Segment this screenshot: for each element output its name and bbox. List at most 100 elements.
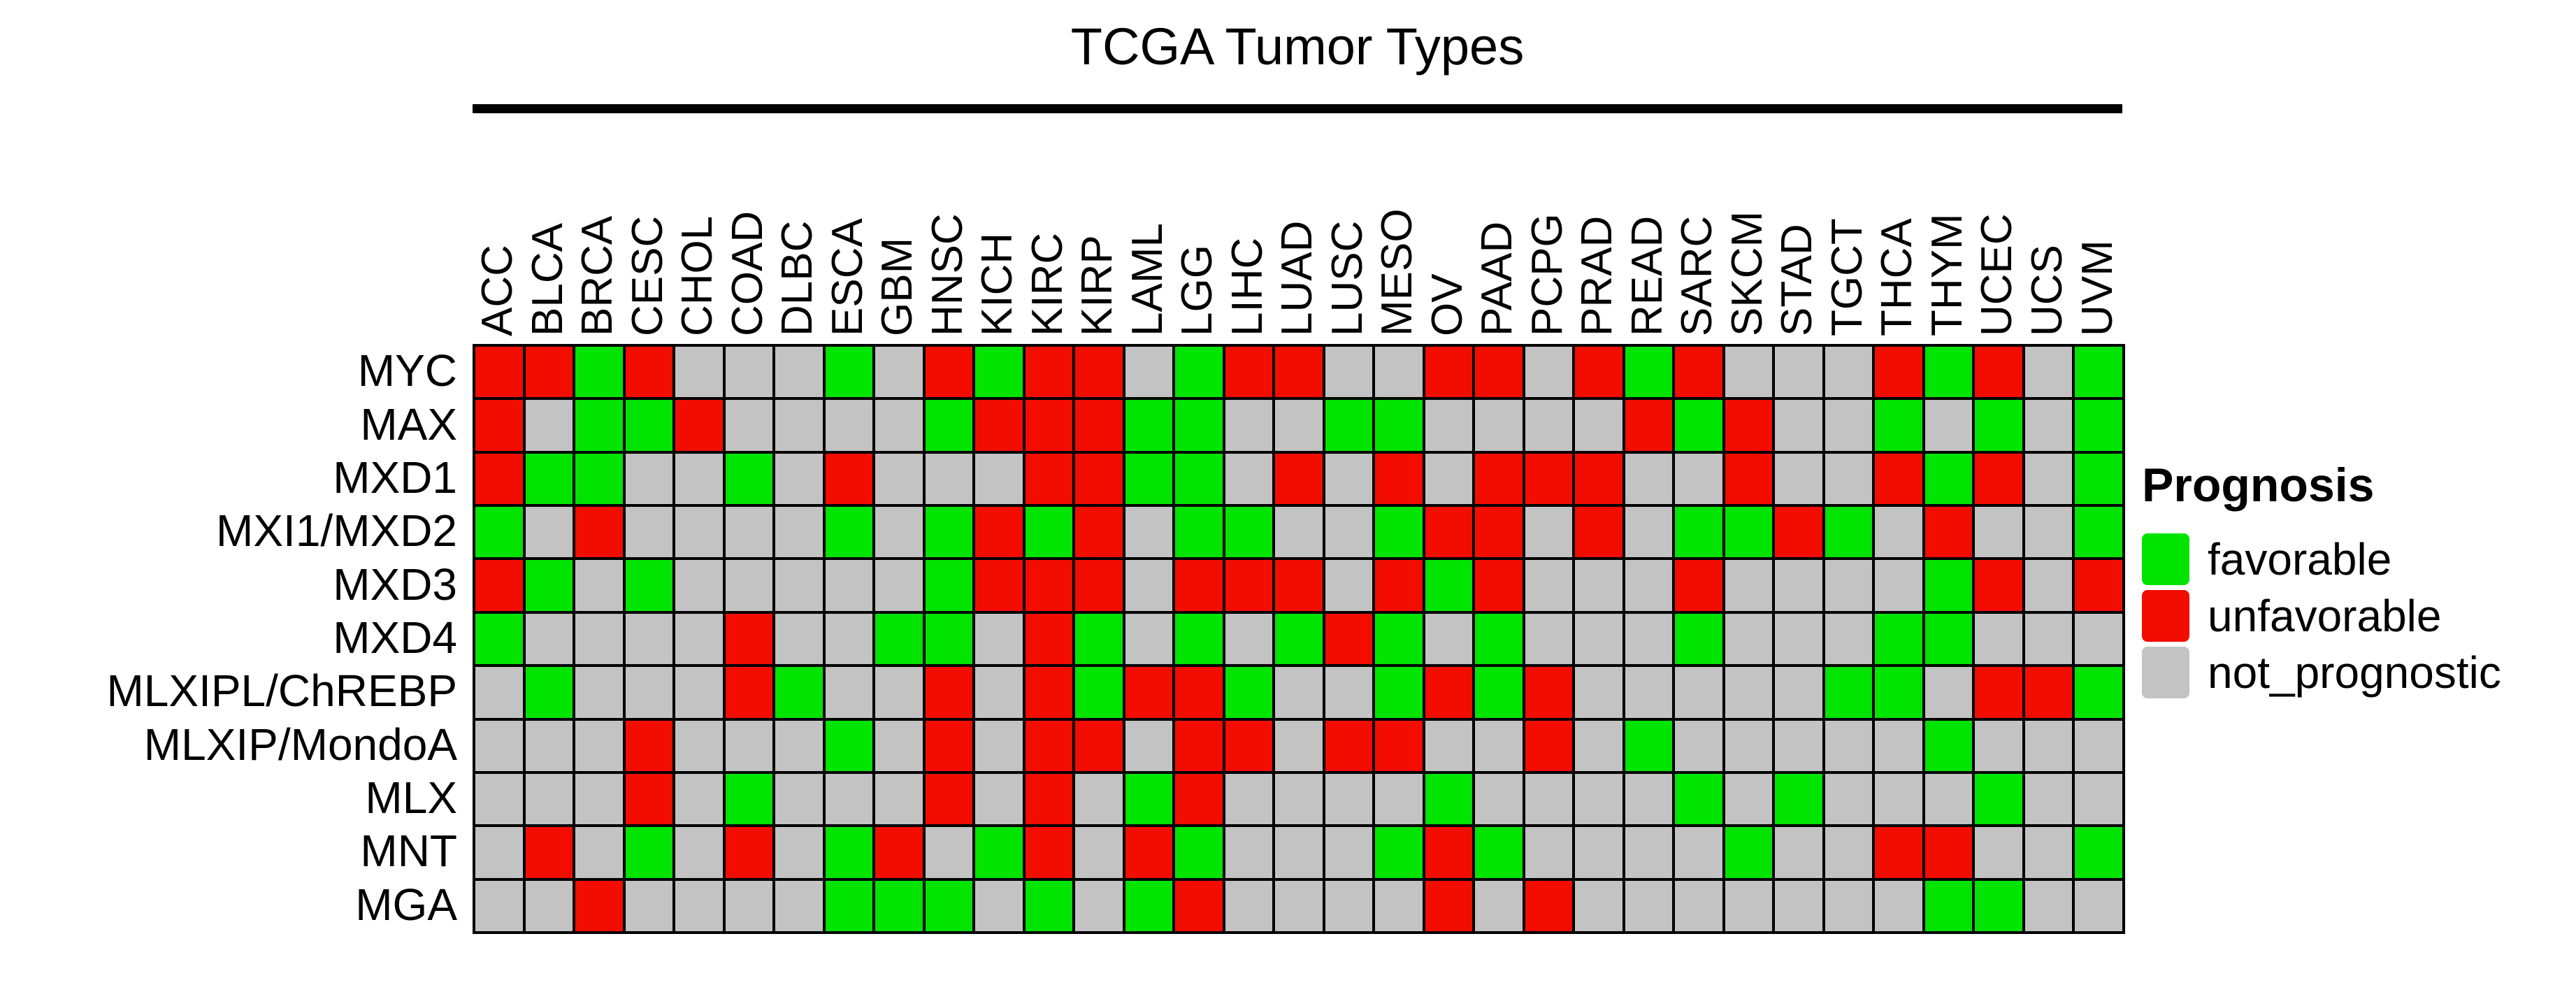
heatmap-cell bbox=[2023, 452, 2074, 506]
row-label-mnt: MNT bbox=[360, 826, 457, 877]
heatmap-cell bbox=[1123, 826, 1174, 879]
heatmap-cell bbox=[1523, 879, 1574, 933]
heatmap-cell bbox=[1674, 666, 1724, 719]
heatmap-cell bbox=[1374, 559, 1424, 612]
heatmap-cell bbox=[1823, 826, 1874, 879]
heatmap-cell bbox=[1223, 398, 1274, 452]
heatmap-cell bbox=[1523, 772, 1574, 826]
heatmap-cell bbox=[1474, 452, 1524, 506]
column-label-kich: KICH bbox=[973, 232, 1022, 336]
heatmap-cell bbox=[923, 452, 974, 506]
heatmap-cell bbox=[1623, 879, 1674, 933]
heatmap-cell bbox=[1574, 612, 1624, 666]
heatmap-cell bbox=[524, 398, 575, 452]
heatmap-cell bbox=[1623, 772, 1674, 826]
heatmap-cell bbox=[1523, 505, 1574, 559]
heatmap-cell bbox=[1223, 559, 1274, 612]
heatmap-cell bbox=[1923, 452, 1974, 506]
column-label-stad: STAD bbox=[1773, 224, 1822, 336]
heatmap-cell bbox=[1723, 826, 1774, 879]
column-label-chol: CHOL bbox=[673, 215, 722, 336]
heatmap-cell bbox=[2073, 345, 2124, 399]
heatmap-cell bbox=[974, 345, 1024, 399]
heatmap-cell bbox=[774, 719, 824, 772]
heatmap-cell bbox=[1723, 879, 1774, 933]
heatmap-cell bbox=[624, 452, 675, 506]
heatmap-cell bbox=[724, 398, 775, 452]
heatmap-cell bbox=[1723, 452, 1774, 506]
heatmap-cell bbox=[674, 826, 724, 879]
heatmap-cell bbox=[724, 559, 775, 612]
column-label-meso: MESO bbox=[1373, 208, 1422, 336]
column-label-uvm: UVM bbox=[2073, 240, 2122, 336]
heatmap-cell bbox=[574, 505, 624, 559]
row-label-mlxip-mondoa: MLXIP/MondoA bbox=[143, 719, 457, 770]
heatmap-cell bbox=[1274, 612, 1324, 666]
heatmap-cell bbox=[974, 826, 1024, 879]
heatmap-cell bbox=[1223, 772, 1274, 826]
heatmap-cell bbox=[774, 398, 824, 452]
heatmap-cell bbox=[1123, 612, 1174, 666]
heatmap-cell bbox=[1823, 772, 1874, 826]
heatmap-cell bbox=[1623, 452, 1674, 506]
legend-swatch-favorable bbox=[2142, 533, 2189, 585]
heatmap-cell bbox=[1923, 772, 1974, 826]
heatmap-cell bbox=[2073, 772, 2124, 826]
heatmap-cell bbox=[624, 719, 675, 772]
heatmap-cell bbox=[1773, 452, 1824, 506]
heatmap-cell bbox=[874, 826, 924, 879]
heatmap-cell bbox=[1374, 666, 1424, 719]
heatmap-cell bbox=[2073, 666, 2124, 719]
heatmap-cell bbox=[1274, 666, 1324, 719]
column-label-cesc: CESC bbox=[623, 215, 672, 336]
heatmap-cell bbox=[1123, 559, 1174, 612]
heatmap-cell bbox=[1873, 879, 1924, 933]
heatmap-cell bbox=[1623, 666, 1674, 719]
legend-items: favorable unfavorable not_prognostic bbox=[2142, 533, 2501, 698]
heatmap-cell bbox=[474, 772, 524, 826]
column-label-kirc: KIRC bbox=[1023, 232, 1072, 336]
heatmap-cell bbox=[1973, 879, 2024, 933]
heatmap-cell bbox=[1374, 452, 1424, 506]
legend-swatch-unfavorable bbox=[2142, 590, 2189, 642]
heatmap-cell bbox=[1423, 505, 1474, 559]
heatmap-cell bbox=[574, 452, 624, 506]
heatmap-cell bbox=[2073, 879, 2124, 933]
heatmap-cell bbox=[1773, 666, 1824, 719]
heatmap-cell bbox=[574, 666, 624, 719]
row-label-mga: MGA bbox=[355, 879, 457, 930]
legend-label: favorable bbox=[2208, 534, 2392, 584]
column-labels: ACC BLCA BRCA CESC CHOL COAD DLBC ESCA GBM HNSC KI… bbox=[473, 129, 2122, 336]
heatmap-cell bbox=[823, 559, 875, 612]
heatmap-cell bbox=[1523, 612, 1574, 666]
heatmap-cell bbox=[1873, 612, 1924, 666]
heatmap-cell bbox=[2023, 772, 2074, 826]
chart-title: TCGA Tumor Types bbox=[1070, 17, 1525, 76]
heatmap-cell bbox=[1174, 719, 1224, 772]
heatmap-cell bbox=[574, 398, 624, 452]
column-label-brca: BRCA bbox=[573, 215, 622, 336]
heatmap-cell bbox=[1423, 398, 1474, 452]
heatmap-cell bbox=[874, 452, 924, 506]
heatmap-cell bbox=[1574, 452, 1624, 506]
heatmap-cell bbox=[724, 772, 775, 826]
heatmap-cell bbox=[1773, 398, 1824, 452]
heatmap-cell bbox=[1174, 505, 1224, 559]
row-label-max: MAX bbox=[360, 398, 457, 450]
column-label-prad: PRAD bbox=[1573, 215, 1622, 336]
heatmap-cell bbox=[1323, 398, 1374, 452]
heatmap-cell bbox=[1123, 772, 1174, 826]
heatmap-cell bbox=[974, 666, 1024, 719]
column-label-ucs: UCS bbox=[2022, 245, 2071, 336]
heatmap-cell bbox=[1973, 666, 2024, 719]
heatmap-cell bbox=[2073, 398, 2124, 452]
heatmap-cell bbox=[1323, 559, 1374, 612]
heatmap-cell bbox=[1873, 826, 1924, 879]
heatmap-cell bbox=[1923, 398, 1974, 452]
heatmap-cell bbox=[1323, 345, 1374, 399]
heatmap-cell bbox=[1823, 879, 1874, 933]
heatmap-cell bbox=[574, 559, 624, 612]
heatmap-cell bbox=[674, 719, 724, 772]
heatmap-cell bbox=[1323, 879, 1374, 933]
heatmap-cell bbox=[524, 559, 575, 612]
